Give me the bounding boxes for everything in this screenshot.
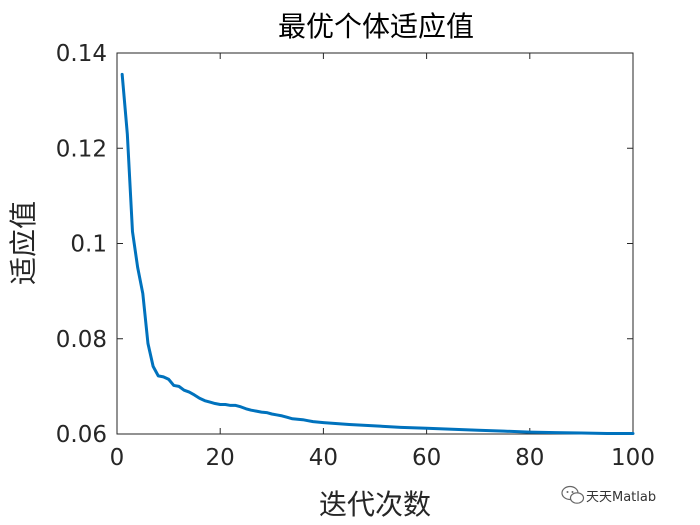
- y-tick-label: 0.1: [70, 232, 107, 258]
- chart-title: 最优个体适应值: [278, 10, 474, 43]
- x-tick-label: 100: [611, 445, 655, 471]
- x-axis-title: 迭代次数: [319, 488, 431, 521]
- y-axis: 0.06 0.08 0.1 0.12 0.14: [56, 41, 633, 448]
- x-tick-label: 40: [309, 445, 338, 471]
- x-tick-label: 20: [206, 445, 235, 471]
- y-axis-title: 适应值: [7, 201, 40, 285]
- series-line: [120, 72, 635, 436]
- y-tick-label: 0.12: [56, 136, 107, 162]
- plot-frame: [116, 52, 634, 435]
- y-tick-label: 0.08: [56, 327, 107, 353]
- x-axis: 0 20 40 60 80 100: [110, 53, 655, 471]
- watermark: 天天Matlab: [561, 485, 656, 505]
- y-tick-label: 0.14: [56, 41, 107, 67]
- wechat-icon: [561, 485, 585, 504]
- plot-area: [116, 52, 634, 435]
- x-tick-label: 60: [412, 445, 441, 471]
- watermark-text: 天天Matlab: [586, 490, 656, 505]
- x-tick-label: 80: [515, 445, 544, 471]
- x-tick-label: 0: [110, 445, 125, 471]
- y-tick-label: 0.06: [56, 422, 107, 448]
